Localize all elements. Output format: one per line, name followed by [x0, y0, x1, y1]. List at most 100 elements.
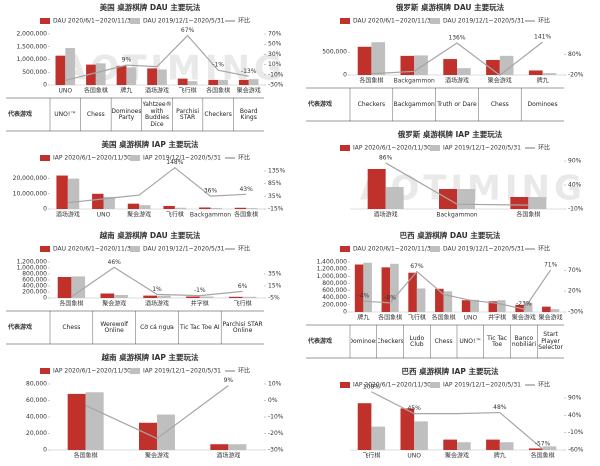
table-cell: Yahtzee® with Buddies Dice	[143, 101, 172, 127]
y2-tick-label: 10%	[268, 381, 282, 388]
bar	[390, 263, 399, 312]
table-cell: Truth or Dare	[437, 90, 478, 120]
y-tick-label: 20,000,000	[13, 175, 48, 182]
legend-label: IAP 2019/12/1~2020/5/31	[143, 368, 221, 375]
legend-label: DAU 2020/6/1~2020/11/30	[53, 18, 135, 25]
x-tick-label: 各国象棋	[84, 87, 108, 95]
x-tick-label: 井字棋	[488, 314, 506, 322]
legend-label: DAU 2020/6/1~2020/11/30	[353, 246, 435, 253]
trend-line	[385, 162, 529, 206]
x-tick-label: 各国象棋	[516, 211, 540, 219]
table-label: 代表游戏	[7, 110, 32, 118]
x-tick-label: 酒场游戏	[56, 211, 80, 219]
chart-title: 越南 桌游棋牌 DAU 主要玩法	[99, 230, 201, 240]
table-cell: Start Player Selector	[538, 332, 563, 351]
trend-label: 9%	[122, 57, 132, 64]
legend-label: IAP 2020/6/1~2020/11/30	[353, 382, 431, 389]
table-cell: Dominoes Party	[112, 100, 141, 130]
x-tick-label: 聚会游戏	[512, 314, 536, 322]
cell-wrap: Backgammon	[394, 90, 435, 120]
table-cell: Dominoes	[528, 101, 558, 107]
legend-swatch	[130, 18, 140, 24]
x-tick-label: UNO	[97, 212, 111, 219]
x-tick-label: Backgammon	[436, 212, 477, 219]
y2-tick-label: 40%	[568, 182, 582, 189]
legend-swatch	[340, 246, 350, 252]
cell-wrap: Checkers	[378, 327, 403, 357]
y2-tick-label: -10%	[568, 429, 584, 436]
chart-title: 越南 桌游棋牌 IAP 主要玩法	[101, 352, 199, 362]
bar	[443, 291, 453, 312]
cell-wrap: Dominoes Party	[112, 100, 141, 130]
legend-label: 环比	[538, 245, 550, 253]
legend-swatch	[430, 145, 440, 151]
legend-swatch	[130, 155, 140, 161]
legend-label: DAU 2020/6/1~2020/11/30	[353, 18, 435, 25]
representative-game: Chess	[86, 110, 105, 118]
legend-label: IAP 2019/12/1~2020/5/31	[443, 382, 521, 389]
y2-tick-label: -20%	[268, 430, 284, 437]
cell-wrap: Chess	[51, 313, 92, 343]
legend-label: 环比	[238, 154, 250, 162]
y2-tick-label: -10%	[268, 71, 284, 78]
y-tick-label: 0	[343, 309, 347, 316]
bar	[363, 262, 372, 312]
bar	[542, 73, 557, 75]
y-tick-label: 400,000	[322, 294, 347, 301]
table-cell: Checkers	[378, 327, 403, 357]
bar	[381, 267, 391, 312]
trend-label: -4%	[358, 293, 370, 300]
bar	[100, 293, 115, 298]
y-tick-label: 0	[43, 82, 47, 89]
y2-tick-label: -10%	[568, 206, 584, 213]
cell-wrap: Truth or Dare	[437, 90, 478, 120]
x-tick-label: 飞行棋	[408, 314, 426, 322]
table-cell: Board Kings	[240, 108, 258, 121]
legend-swatch	[130, 368, 140, 374]
legend-label: DAU 2019/12/1~2020/5/31	[143, 18, 225, 25]
trend-label: 9%	[224, 377, 234, 384]
y-tick-label: 80,000	[26, 381, 47, 388]
x-tick-label: 聚会游戏	[445, 452, 469, 460]
y-tick-label: 0	[43, 206, 47, 213]
bar	[550, 309, 560, 312]
legend-label: IAP 2020/6/1~2020/11/30	[53, 368, 131, 375]
y-tick-label: 1,400,000	[316, 259, 347, 266]
bar	[187, 81, 198, 85]
y2-tick-label: 20%	[568, 288, 582, 295]
bar	[400, 55, 415, 75]
cell-wrap: Chess	[479, 90, 520, 120]
table-cell: UNO!™	[459, 338, 481, 344]
bar	[114, 295, 128, 298]
representative-game: UNO!™	[54, 110, 77, 118]
representative-game: Chess	[62, 323, 81, 331]
cell-wrap: Dominoes	[351, 327, 376, 357]
x-tick-label: 聚会游戏	[127, 211, 151, 219]
trend-line	[85, 385, 229, 440]
y-tick-label: 1,500,000	[16, 43, 47, 50]
legend-label: IAP 2020/6/1~2020/11/30	[353, 145, 431, 152]
legend-swatch	[340, 145, 350, 151]
representative-game: Backgammon	[393, 100, 435, 108]
x-tick-label: UNO	[464, 315, 478, 322]
y2-tick-label: -20%	[568, 72, 584, 79]
cell-wrap: Banco Imobiliário	[512, 327, 537, 357]
y-tick-label: 1,200,000	[316, 266, 347, 273]
bar	[186, 296, 200, 298]
legend-swatch	[40, 246, 50, 252]
representative-game: Parchisi STAR	[176, 107, 200, 121]
trend-label: 1%	[152, 286, 162, 293]
trend-label: 86%	[379, 154, 393, 161]
table-cell: Parchisi STAR Online	[222, 320, 263, 334]
representative-game: Parchisi STAR Online	[222, 320, 263, 334]
bar	[416, 288, 426, 312]
representative-game: Tic Tac Toe AI	[179, 323, 220, 331]
bar	[163, 205, 175, 209]
bar	[208, 79, 219, 85]
cell-wrap: Checkers	[351, 90, 392, 120]
bar	[486, 59, 500, 75]
chart-title: 美国 桌游棋牌 IAP 主要玩法	[102, 139, 199, 149]
cell-wrap: Chess	[431, 327, 456, 357]
y2-tick-label: 85%	[268, 180, 282, 187]
representative-game: Tic Tac Toe	[487, 334, 508, 348]
